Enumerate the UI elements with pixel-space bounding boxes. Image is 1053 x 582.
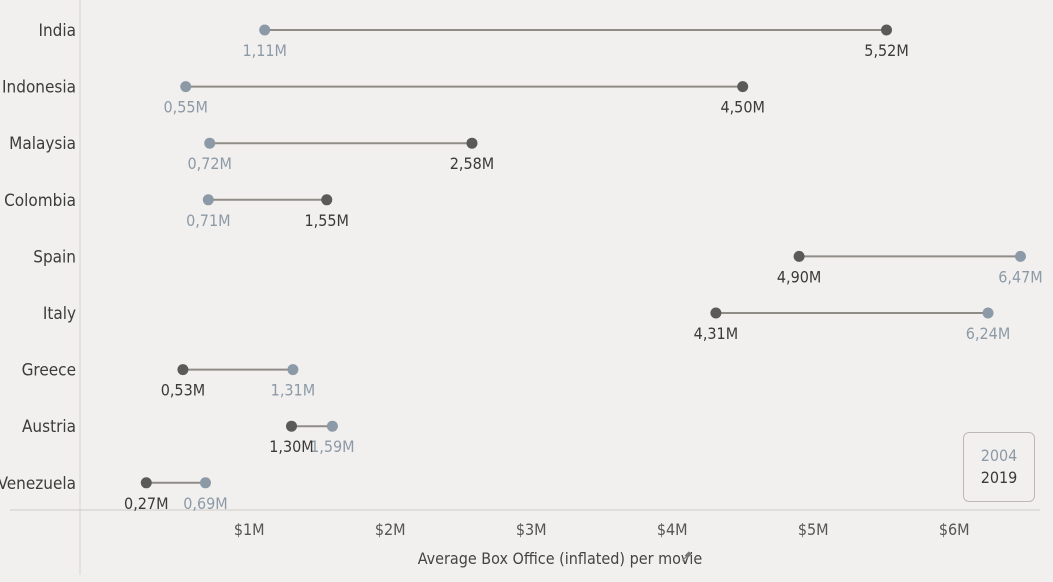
row-india: India 1,11M 5,52M: [38, 21, 908, 60]
row-spain: Spain 6,47M 4,90M: [33, 247, 1042, 286]
value-label-2019: 1,30M: [269, 437, 313, 456]
value-label-2019: 0,27M: [124, 494, 168, 513]
point-2004: [204, 137, 216, 149]
value-label-2004: 6,47M: [998, 267, 1042, 286]
x-axis-label: Average Box Office (inflated) per movie: [418, 549, 703, 568]
row-greece: Greece 1,31M 0,53M: [22, 361, 316, 400]
point-2004: [180, 81, 192, 93]
row-venezuela: Venezuela 0,69M 0,27M: [0, 474, 228, 513]
row-malaysia: Malaysia 0,72M 2,58M: [9, 134, 494, 173]
country-label: India: [38, 21, 76, 41]
country-label: Greece: [22, 361, 76, 381]
point-2004: [1014, 250, 1026, 262]
legend-item-2019: 2019: [980, 468, 1018, 487]
pin-icon-needle: [682, 556, 687, 561]
point-2004: [982, 307, 994, 319]
legend[interactable]: 2004 2019: [963, 432, 1035, 502]
value-label-2004: 0,72M: [187, 154, 231, 173]
value-label-2004: 0,71M: [186, 211, 230, 230]
country-label: Venezuela: [0, 474, 76, 494]
value-label-2004: 1,11M: [242, 41, 286, 60]
point-2019: [286, 420, 297, 432]
x-tick-label: $5M: [798, 520, 829, 539]
x-tick-label: $2M: [375, 520, 406, 539]
country-label: Malaysia: [9, 134, 76, 154]
country-label: Austria: [22, 417, 76, 437]
value-label-2019: 4,90M: [777, 267, 821, 286]
x-axis-label-group: Average Box Office (inflated) per movie: [418, 549, 703, 568]
country-label: Spain: [33, 247, 76, 267]
value-label-2019: 5,52M: [864, 41, 908, 60]
point-2004: [199, 477, 211, 489]
point-2019: [466, 137, 478, 149]
pin-icon: [682, 551, 692, 561]
legend-item-2004: 2004: [980, 446, 1018, 465]
x-tick-label: $1M: [234, 520, 265, 539]
value-label-2019: 0,53M: [161, 381, 205, 400]
value-label-2004: 6,24M: [966, 324, 1010, 343]
point-2004: [287, 364, 299, 376]
row-italy: Italy 6,24M 4,31M: [43, 304, 1010, 343]
point-2004: [202, 194, 214, 206]
country-label: Colombia: [4, 191, 76, 211]
axes: [10, 0, 1040, 575]
point-2004: [259, 24, 271, 36]
point-2019: [177, 364, 189, 376]
point-2019: [793, 250, 805, 262]
x-tick-label: $3M: [516, 520, 547, 539]
point-2019: [737, 81, 749, 93]
value-label-2004: 0,55M: [164, 98, 208, 117]
value-label-2019: 4,31M: [694, 324, 738, 343]
value-label-2004: 0,69M: [183, 494, 227, 513]
value-label-2019: 1,55M: [305, 211, 349, 230]
value-label-2019: 4,50M: [720, 98, 764, 117]
x-axis-ticks: $1M $2M $3M $4M $5M $6M: [234, 520, 970, 539]
point-2019: [881, 24, 893, 36]
chart-rows: India 1,11M 5,52M Indonesia 0,55M 4,50M Malays…: [0, 21, 1043, 513]
point-2004: [326, 420, 338, 432]
point-2019: [140, 477, 152, 489]
value-label-2004: 1,31M: [271, 381, 315, 400]
point-2019: [321, 194, 333, 206]
x-tick-label: $4M: [657, 520, 688, 539]
row-indonesia: Indonesia 0,55M 4,50M: [2, 78, 765, 117]
pin-icon-head: [684, 551, 692, 559]
country-label: Italy: [43, 304, 76, 324]
country-label: Indonesia: [2, 78, 76, 98]
row-colombia: Colombia 0,71M 1,55M: [4, 191, 349, 230]
point-2019: [710, 307, 722, 319]
value-label-2019: 2,58M: [450, 154, 494, 173]
x-tick-label: $6M: [939, 520, 970, 539]
value-label-2004: 1,59M: [310, 437, 354, 456]
